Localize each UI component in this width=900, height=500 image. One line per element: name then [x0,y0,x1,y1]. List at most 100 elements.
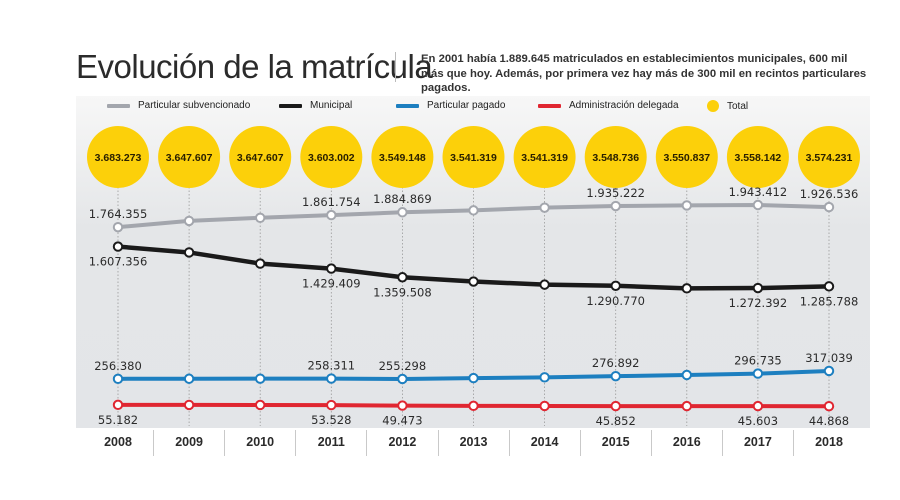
data-label: 317.039 [805,351,853,365]
data-label: 1.359.508 [373,285,432,299]
data-label: 1.429.409 [302,277,361,291]
chart-subtitle: En 2001 había 1.889.645 matriculados en … [421,53,867,94]
data-point [397,272,408,283]
total-label: 3.574.231 [806,152,853,164]
data-point [539,372,550,383]
x-tick-label: 2009 [175,435,203,449]
data-point [610,200,621,212]
year-separator [579,430,581,456]
data-point [183,373,195,384]
data-point [752,282,764,294]
data-point [326,263,337,274]
legend-label: Total [727,100,749,112]
data-point [326,399,337,411]
legend-swatch [279,103,302,108]
total-bubble [726,126,789,188]
total-label: 3.647.607 [237,152,284,164]
data-label: 1.926.536 [800,187,859,201]
total-bubble [442,126,505,188]
data-point [823,201,835,213]
legend-dot [707,100,719,112]
total-bubble [584,126,647,188]
total-label: 3.683.273 [95,152,142,164]
year-separator [366,430,368,456]
data-point [255,212,266,224]
total-bubble [300,126,363,188]
data-point [183,399,195,411]
year-separator [437,430,439,456]
total-label: 3.541.319 [450,152,497,164]
legend-swatch [107,103,130,108]
data-point [112,241,124,252]
data-point [112,399,124,411]
data-point [255,399,266,411]
data-point [752,400,764,412]
year-separator [508,430,510,456]
total-label: 3.549.148 [379,152,426,164]
total-label: 3.603.002 [308,152,355,164]
data-label: 256.380 [94,359,142,373]
data-point [183,247,195,258]
total-bubble [655,126,718,188]
total-label: 3.550.837 [663,152,710,164]
x-tick-label: 2012 [388,435,417,449]
data-label: 296.735 [734,354,782,368]
legend-swatch [396,103,419,108]
data-point [681,369,692,381]
data-point [468,205,479,216]
total-bubble [229,126,292,188]
data-point [112,373,124,385]
legend-label: Particular subvencionado [138,100,251,111]
total-bubble [158,126,221,188]
total-label: 3.541.319 [521,152,568,164]
total-label: 3.647.607 [166,152,213,164]
total-bubble [798,126,860,188]
data-label: 44.868 [809,414,849,428]
legend-item-total: Total [707,100,748,112]
data-label: 1.607.356 [89,255,148,269]
data-point [326,373,337,384]
total-label: 3.558.142 [735,152,782,164]
data-point [823,400,835,412]
data-label: 1.943.412 [729,185,788,199]
year-separator [224,430,226,456]
x-tick-label: 2015 [601,435,630,449]
x-axis-years: 2008 2009 2010 2011 2012 2013 2014 2015 2016 2017… [82,428,865,458]
chart-legend: Particular subvencionado Municipal Parti… [0,100,900,116]
data-point [468,276,479,287]
data-point [752,368,764,379]
data-point [539,400,550,412]
legend-label: Administración delegada [569,100,679,111]
data-point [610,400,621,412]
data-label: 45.603 [738,414,778,428]
year-separator [650,430,652,456]
data-label: 49.473 [382,414,422,428]
legend-item-administracion-delegada: Administración delegada [538,100,679,111]
data-point [681,283,692,294]
data-point [397,207,408,218]
data-point [326,209,337,221]
x-tick-label: 2013 [459,435,488,449]
x-tick-label: 2014 [530,435,559,449]
data-label: 1.272.392 [729,296,788,310]
title-divider [395,52,396,82]
data-point [752,199,764,211]
x-tick-label: 2016 [672,435,701,449]
data-label: 53.528 [311,413,351,427]
year-separator [295,430,297,456]
data-point [823,365,835,377]
data-label: 55.182 [98,413,138,427]
legend-label: Municipal [310,100,353,111]
total-label: 3.548.736 [592,152,639,164]
data-label: 1.764.355 [89,207,148,221]
data-label: 1.861.754 [302,195,361,209]
legend-item-particular-subvencionado: Particular subvencionado [107,100,250,111]
data-label: 1.935.222 [586,186,645,200]
total-bubble [87,126,149,188]
data-point [468,400,479,412]
legend-item-municipal: Municipal [279,100,352,111]
year-separator [721,430,723,456]
data-point [468,372,479,384]
year-separator [153,430,155,456]
data-point [823,281,835,292]
